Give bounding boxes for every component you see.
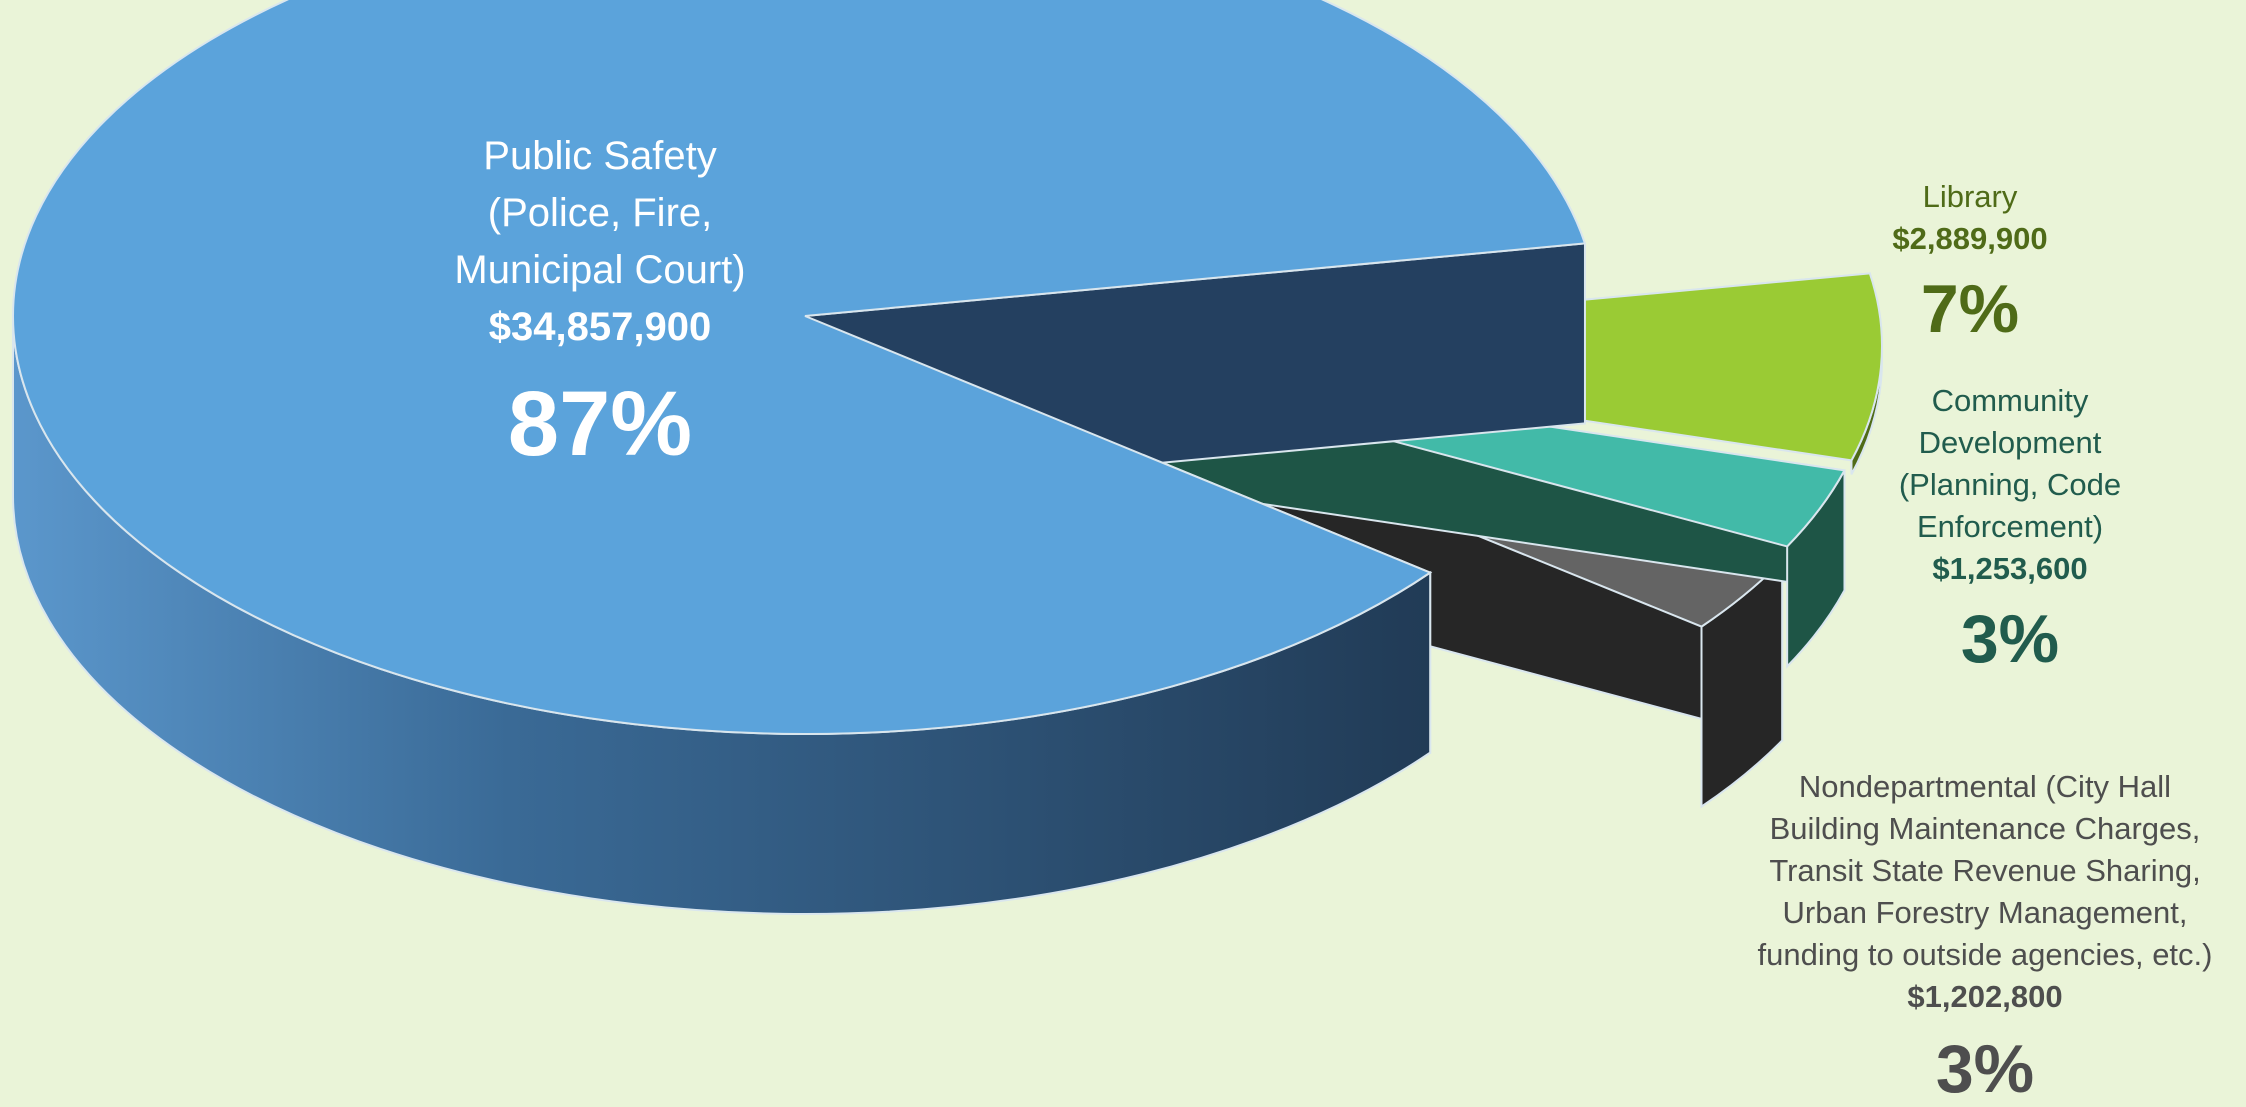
label-library: Library $2,889,900 7%: [1810, 176, 2130, 347]
label-community-line-2: Development: [1918, 425, 2102, 460]
label-nondept-line-4: Urban Forestry Management,: [1782, 895, 2188, 930]
label-nondepartmental: Nondepartmental (City Hall Building Main…: [1735, 766, 2235, 1107]
label-nondept-line-2: Building Maintenance Charges,: [1769, 811, 2201, 846]
label-community-line-1: Community: [1931, 383, 2089, 418]
label-community-line-4: Enforcement): [1916, 509, 2104, 544]
label-nondept-line-1: Nondepartmental (City Hall: [1798, 769, 2172, 804]
label-public-safety: Public Safety (Police, Fire, Municipal C…: [400, 128, 800, 475]
label-library-line-1: Library: [1922, 179, 2018, 214]
label-community-percent: 3%: [1960, 601, 2060, 677]
label-nondept-percent: 3%: [1935, 1031, 2035, 1107]
label-library-amount: $2,889,900: [1892, 221, 2048, 256]
label-public-safety-percent: 87%: [507, 373, 693, 475]
label-public-safety-line-3: Municipal Court): [454, 248, 746, 292]
slice-safety-top: [12, 0, 1587, 735]
label-nondept-line-3: Transit State Revenue Sharing,: [1769, 853, 2201, 888]
label-public-safety-line-2: (Police, Fire,: [487, 191, 713, 235]
label-community-development: Community Development (Planning, Code En…: [1860, 380, 2160, 677]
label-nondept-amount: $1,202,800: [1907, 979, 2063, 1014]
label-library-percent: 7%: [1920, 271, 2020, 347]
label-community-amount: $1,253,600: [1932, 551, 2088, 586]
label-public-safety-amount: $34,857,900: [488, 305, 712, 349]
slice-safety: [12, 0, 1587, 915]
label-community-line-3: (Planning, Code: [1898, 467, 2122, 502]
label-nondept-line-5: funding to outside agencies, etc.): [1757, 937, 2213, 972]
label-public-safety-line-1: Public Safety: [483, 134, 717, 178]
